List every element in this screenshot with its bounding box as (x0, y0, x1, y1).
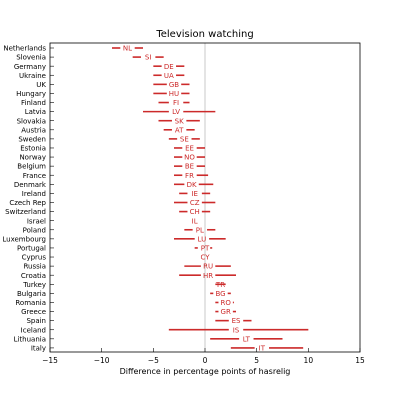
country-label-de: Germany (14, 63, 46, 71)
estimate-label-ru: RU (203, 263, 213, 271)
estimate-label-pl: PL (196, 226, 204, 234)
country-label-ie: Ireland (22, 190, 46, 198)
country-label-be: Belgium (17, 163, 46, 171)
x-tick-label: 15 (355, 356, 365, 365)
country-label-hu: Hungary (16, 90, 46, 98)
x-tick-label: −5 (148, 356, 159, 365)
country-label-ru: Russia (23, 263, 46, 271)
country-label-gr: Greece (21, 308, 46, 316)
country-label-no: Norway (19, 154, 46, 162)
estimate-label-nl: NL (123, 45, 132, 53)
estimate-label-cy: CY (200, 254, 210, 262)
country-label-cy: Cyprus (22, 254, 47, 262)
country-label-lt: Lithuania (14, 335, 46, 343)
estimate-label-hu: HU (169, 90, 179, 98)
country-label-dk: Denmark (14, 181, 47, 189)
estimate-label-dk: DK (187, 181, 197, 189)
estimate-label-it: IT (259, 345, 266, 353)
country-label-tr: Turkey (22, 281, 46, 289)
estimate-label-tr: TR (215, 281, 225, 289)
estimate-label-bg: BG (215, 290, 225, 298)
country-label-pt: Portugal (17, 245, 46, 253)
country-label-it: Italy (31, 345, 46, 353)
country-label-fi: Finland (21, 99, 46, 107)
estimate-label-ua: UA (164, 72, 174, 80)
country-label-ch: Switzerland (5, 208, 46, 216)
x-tick-label: 0 (203, 356, 208, 365)
country-label-lu: Luxembourg (2, 235, 46, 243)
country-label-ro: Romania (15, 299, 46, 307)
country-label-bg: Bulgaria (17, 290, 46, 298)
estimate-label-sk: SK (175, 117, 184, 125)
country-label-gb: UK (36, 81, 46, 89)
country-label-se: Sweden (18, 135, 46, 143)
country-label-cz: Czech Rep (9, 199, 46, 207)
y-axis-country-labels: NetherlandsSloveniaGermanyUkraineUKHunga… (2, 45, 54, 353)
estimate-label-ee: EE (185, 145, 194, 153)
x-axis-label: Difference in percentage points of hasre… (120, 367, 291, 376)
country-label-nl: Netherlands (3, 45, 46, 53)
estimate-label-gr: GR (221, 308, 231, 316)
country-label-lv: Latvia (25, 108, 46, 116)
estimate-label-fi: FI (173, 99, 179, 107)
estimate-label-fr: FR (185, 172, 194, 180)
x-tick-label: 10 (304, 356, 314, 365)
estimate-label-cz: CZ (190, 199, 200, 207)
x-tick-label: −10 (94, 356, 110, 365)
x-tick-label: 5 (254, 356, 259, 365)
country-label-si: Slovenia (16, 54, 46, 62)
estimate-label-si: SI (145, 54, 152, 62)
country-label-es: Spain (26, 317, 46, 325)
country-label-ua: Ukraine (19, 72, 46, 80)
estimate-label-ie: IE (191, 190, 198, 198)
estimate-label-be: BE (185, 163, 194, 171)
estimate-label-at: AT (175, 126, 184, 134)
estimate-label-no: NO (184, 154, 195, 162)
estimate-label-il: IL (192, 217, 198, 225)
x-tick-label: −15 (42, 356, 58, 365)
estimate-label-is: IS (233, 326, 240, 334)
estimate-label-ro: RO (220, 299, 231, 307)
estimate-label-de: DE (164, 63, 174, 71)
estimate-label-ch: CH (190, 208, 200, 216)
country-label-is: Iceland (21, 326, 46, 334)
x-axis-ticks: −15 −10 −5 0 5 10 15 (42, 348, 365, 365)
estimate-label-gb: GB (169, 81, 179, 89)
country-label-at: Austria (21, 126, 46, 134)
country-label-ee: Estonia (20, 145, 46, 153)
country-label-sk: Slovakia (17, 117, 46, 125)
estimate-label-lv: LV (172, 108, 180, 116)
country-label-pl: Poland (23, 226, 46, 234)
chart-title: Television watching (155, 29, 253, 40)
estimate-label-se: SE (180, 135, 189, 143)
country-label-il: Israel (27, 217, 46, 225)
country-label-hr: Croatia (21, 272, 46, 280)
estimate-label-es: ES (232, 317, 241, 325)
country-label-fr: France (23, 172, 46, 180)
estimate-label-pt: PT (201, 245, 210, 253)
estimate-label-lt: LT (243, 335, 251, 343)
estimate-label-lu: LU (198, 235, 207, 243)
estimate-label-hr: HR (203, 272, 213, 280)
